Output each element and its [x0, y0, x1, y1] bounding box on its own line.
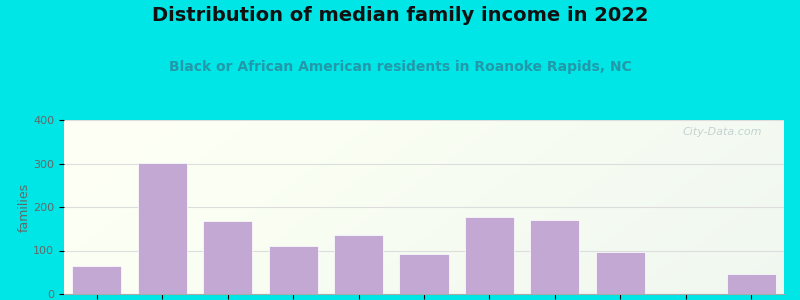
Bar	[530, 220, 579, 294]
Bar	[269, 246, 318, 294]
Text: City-Data.com: City-Data.com	[683, 127, 762, 137]
Y-axis label: families: families	[18, 182, 30, 232]
Bar	[138, 163, 186, 294]
Bar	[399, 254, 449, 294]
Bar	[72, 266, 122, 294]
Text: Distribution of median family income in 2022: Distribution of median family income in …	[152, 6, 648, 25]
Bar	[726, 274, 776, 294]
Bar	[334, 235, 383, 294]
Bar	[596, 252, 645, 294]
Bar	[203, 221, 252, 294]
Text: Black or African American residents in Roanoke Rapids, NC: Black or African American residents in R…	[169, 60, 631, 74]
Bar	[465, 217, 514, 294]
